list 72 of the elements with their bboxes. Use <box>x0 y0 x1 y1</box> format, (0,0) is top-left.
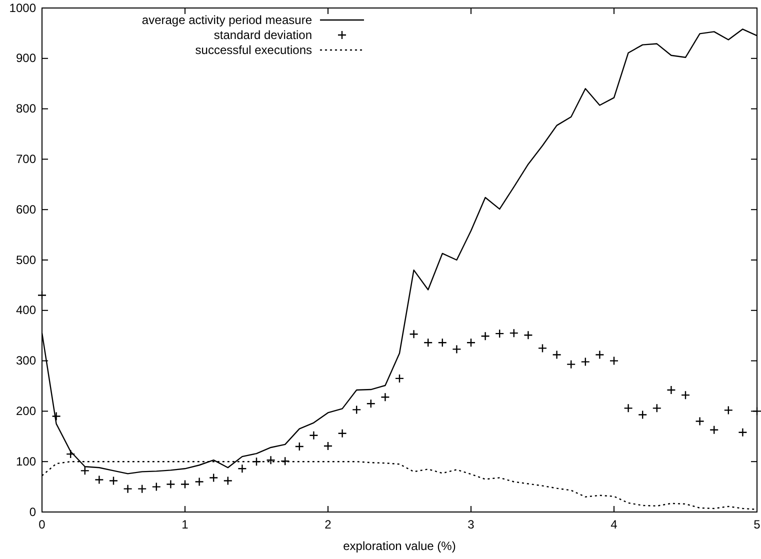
point <box>108 476 118 486</box>
point <box>624 404 633 413</box>
y-tick-label: 0 <box>29 504 36 519</box>
point <box>37 290 47 300</box>
point <box>495 328 504 338</box>
point <box>180 480 190 489</box>
point <box>524 330 533 340</box>
y-tick-label: 400 <box>16 303 36 318</box>
point <box>223 476 232 486</box>
point <box>595 350 604 360</box>
point <box>366 399 376 408</box>
point <box>452 344 462 354</box>
point <box>352 405 362 414</box>
point <box>123 484 132 494</box>
point <box>538 344 548 353</box>
point <box>94 475 104 484</box>
point <box>710 425 719 434</box>
x-tick-label: 4 <box>610 518 618 532</box>
point <box>166 480 176 489</box>
x-axis-title: exploration value (%) <box>343 539 456 553</box>
point <box>52 412 61 421</box>
y-tick-label: 200 <box>16 404 36 418</box>
point <box>509 328 518 338</box>
point <box>409 329 418 339</box>
y-tick-label: 1000 <box>9 0 36 15</box>
point <box>580 357 590 366</box>
x-tick-label: 0 <box>38 518 46 532</box>
legend-label: standard deviation <box>214 28 312 42</box>
point <box>394 374 404 384</box>
point <box>238 464 247 474</box>
point <box>323 441 333 451</box>
point <box>338 428 347 438</box>
point <box>66 449 76 459</box>
y-tick-label: 800 <box>16 102 36 116</box>
point <box>480 332 490 341</box>
point <box>609 356 619 366</box>
point <box>380 392 390 402</box>
y-tick-label: 900 <box>16 51 36 66</box>
point <box>552 350 562 360</box>
point <box>266 455 276 465</box>
point <box>752 406 761 416</box>
y-tick-label: 600 <box>16 202 36 216</box>
point <box>566 360 576 369</box>
point <box>424 338 433 348</box>
point <box>280 456 290 466</box>
point <box>294 442 304 452</box>
y-tick-label: 100 <box>16 454 36 468</box>
point <box>138 484 147 494</box>
point <box>438 338 447 348</box>
x-tick-label: 5 <box>754 518 761 532</box>
point <box>652 404 662 413</box>
point <box>666 385 676 395</box>
y-tick-label: 300 <box>16 354 36 368</box>
point <box>252 457 262 466</box>
legend-label: average activity period measure <box>142 13 312 27</box>
y-tick-label: 500 <box>16 252 36 267</box>
y-tick-label: 700 <box>16 152 36 166</box>
point <box>209 473 218 482</box>
point <box>80 466 90 476</box>
point <box>194 477 204 486</box>
legend-label: successful executions <box>195 43 312 57</box>
x-tick-label: 1 <box>182 518 189 532</box>
point <box>638 410 648 420</box>
point <box>309 430 318 440</box>
point <box>724 406 733 415</box>
point <box>695 416 704 426</box>
point <box>738 428 748 437</box>
x-tick-label: 2 <box>324 518 332 532</box>
x-tick-label: 3 <box>468 518 475 532</box>
point <box>680 390 690 400</box>
point <box>466 338 476 348</box>
point <box>152 482 161 492</box>
